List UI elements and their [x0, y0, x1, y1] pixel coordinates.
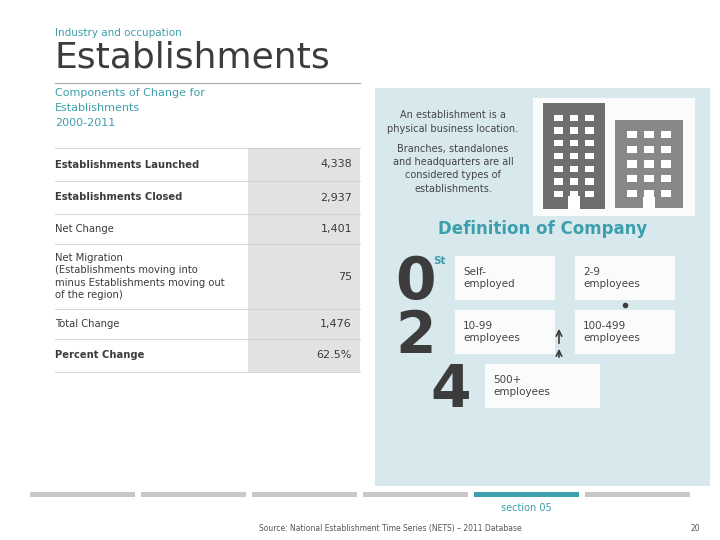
Bar	[554, 127, 562, 134]
Bar	[644, 175, 654, 183]
Bar	[554, 191, 562, 197]
Text: Net Migration
(Establishments moving into
minus Establishments moving out
of the: Net Migration (Establishments moving int…	[55, 253, 225, 300]
Bar	[643, 198, 655, 208]
Bar	[662, 175, 671, 183]
Bar	[585, 191, 594, 197]
Bar	[585, 492, 690, 497]
Text: 100-499
employees: 100-499 employees	[583, 321, 640, 343]
Text: Definition of Company: Definition of Company	[438, 220, 647, 238]
Text: 1,476: 1,476	[320, 319, 352, 329]
Text: 62.5%: 62.5%	[317, 350, 352, 361]
Bar	[570, 178, 578, 185]
Bar	[248, 181, 360, 214]
Bar	[627, 145, 636, 153]
Bar	[248, 244, 360, 309]
Text: 4,338: 4,338	[320, 159, 352, 170]
Bar	[455, 310, 555, 354]
Bar	[554, 166, 562, 172]
Bar	[570, 191, 578, 197]
Bar	[585, 114, 594, 121]
Bar	[252, 492, 357, 497]
Text: St: St	[433, 256, 446, 266]
Text: Establishments Closed: Establishments Closed	[55, 192, 182, 202]
Bar	[543, 103, 605, 209]
Bar	[627, 160, 636, 168]
Text: Branches, standalones
and headquarters are all
considered types of
establishment: Branches, standalones and headquarters a…	[392, 144, 513, 194]
Bar	[627, 190, 636, 197]
Text: 2: 2	[395, 308, 436, 365]
Bar	[585, 166, 594, 172]
Bar	[570, 153, 578, 159]
Bar	[248, 339, 360, 372]
Bar	[662, 145, 671, 153]
Bar	[585, 178, 594, 185]
Text: Components of Change for
Establishments
2000-2011: Components of Change for Establishments …	[55, 88, 205, 127]
Bar	[585, 140, 594, 146]
Text: Self-
employed: Self- employed	[463, 267, 515, 289]
Bar	[363, 492, 468, 497]
Bar	[568, 196, 580, 209]
Bar	[585, 127, 594, 134]
Bar	[615, 120, 683, 208]
Bar	[455, 256, 555, 300]
Bar	[644, 145, 654, 153]
Text: 4: 4	[430, 362, 471, 419]
Bar	[570, 127, 578, 134]
Bar	[644, 131, 654, 138]
Bar	[248, 214, 360, 244]
Text: 75: 75	[338, 272, 352, 281]
Bar	[644, 160, 654, 168]
Text: Industry and occupation: Industry and occupation	[55, 28, 181, 38]
Bar	[570, 140, 578, 146]
Bar	[644, 190, 654, 197]
Text: Source: National Establishment Time Series (NETS) – 2011 Database: Source: National Establishment Time Seri…	[258, 524, 521, 533]
Bar	[533, 98, 695, 216]
Bar	[248, 148, 360, 181]
Bar	[554, 153, 562, 159]
Text: 10-99
employees: 10-99 employees	[463, 321, 520, 343]
Bar	[485, 364, 600, 408]
Bar	[554, 114, 562, 121]
Text: 2-9
employees: 2-9 employees	[583, 267, 640, 289]
Text: 20: 20	[690, 524, 700, 533]
Bar	[248, 309, 360, 339]
Text: Percent Change: Percent Change	[55, 350, 145, 361]
Bar	[662, 190, 671, 197]
Text: 1,401: 1,401	[320, 224, 352, 234]
Text: An establishment is a
physical business location.: An establishment is a physical business …	[387, 110, 518, 134]
Text: section 05: section 05	[501, 503, 552, 513]
Bar	[662, 160, 671, 168]
Text: 0: 0	[395, 254, 436, 311]
Bar	[662, 131, 671, 138]
Bar	[141, 492, 246, 497]
Text: Total Change: Total Change	[55, 319, 120, 329]
Bar	[30, 492, 135, 497]
Bar	[627, 175, 636, 183]
Bar	[570, 114, 578, 121]
Bar	[474, 492, 579, 497]
Text: 2,937: 2,937	[320, 192, 352, 202]
Text: 500+
employees: 500+ employees	[493, 375, 550, 397]
Bar	[554, 140, 562, 146]
Bar	[575, 256, 675, 300]
Bar	[575, 310, 675, 354]
Text: Establishments: Establishments	[55, 40, 330, 74]
Text: Establishments Launched: Establishments Launched	[55, 159, 199, 170]
Bar	[585, 153, 594, 159]
Bar	[570, 166, 578, 172]
Bar	[554, 178, 562, 185]
Bar	[627, 131, 636, 138]
Text: Net Change: Net Change	[55, 224, 114, 234]
Bar	[375, 88, 710, 486]
